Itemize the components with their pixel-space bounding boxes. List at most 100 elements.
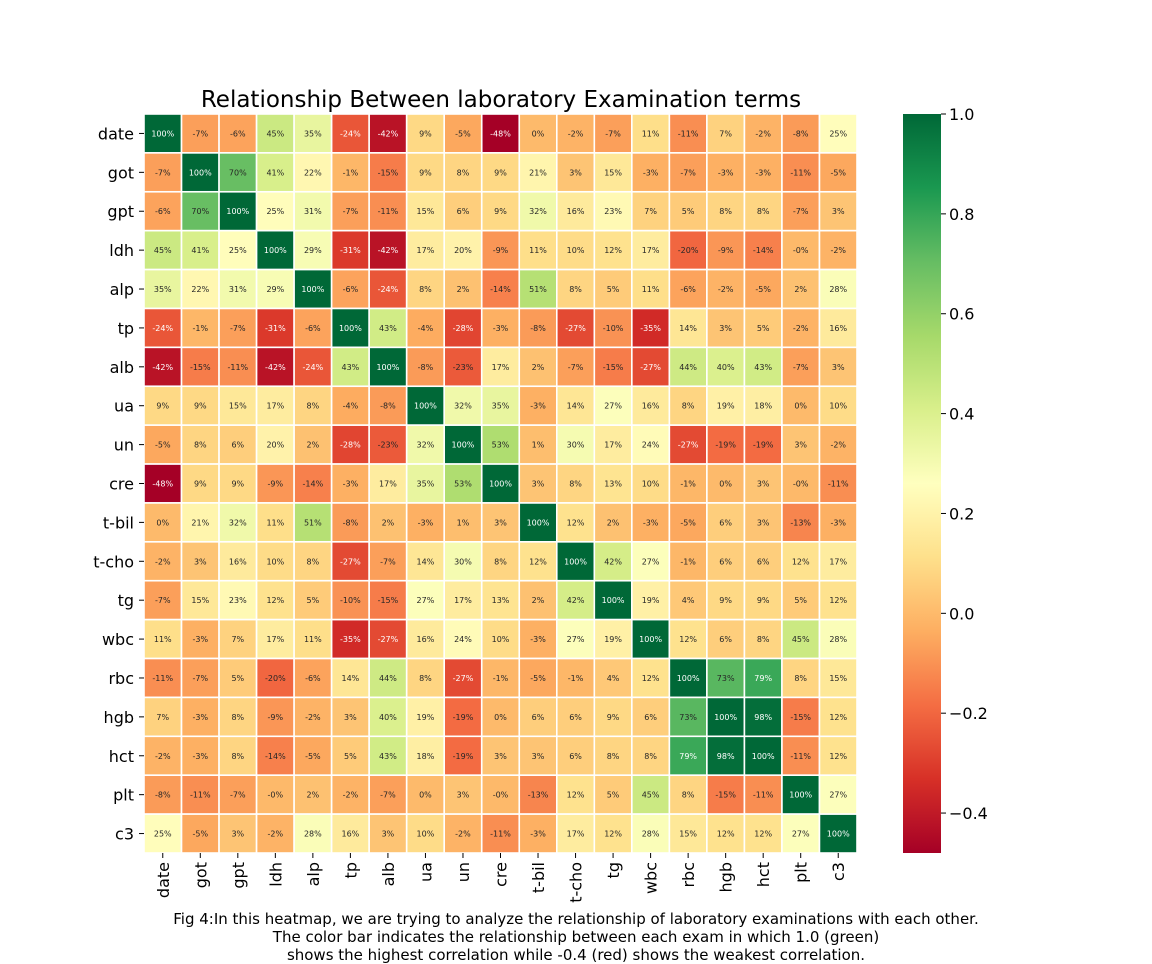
cell-value-label: -10% xyxy=(340,596,361,605)
cell-value-label: 10% xyxy=(266,557,284,566)
cell-value-label: 25% xyxy=(154,830,172,839)
cell-value-label: -4% xyxy=(343,402,359,411)
cell-value-label: 12% xyxy=(792,557,810,566)
heatmap-cell xyxy=(818,424,858,465)
cell-value-label: 43% xyxy=(341,363,359,372)
cell-value-label: 100% xyxy=(452,441,475,450)
cell-value-label: 10% xyxy=(567,246,585,255)
heatmap-cell xyxy=(706,463,746,504)
cell-value-label: -5% xyxy=(830,168,846,177)
heatmap-cell xyxy=(293,774,333,815)
heatmap-cell xyxy=(518,696,558,738)
heatmap-cell xyxy=(518,618,558,660)
cell-value-label: -15% xyxy=(190,363,211,372)
cell-value-label: 0% xyxy=(719,480,732,489)
cell-value-label: -6% xyxy=(305,324,321,333)
row-label: un xyxy=(114,436,134,455)
heatmap-cell xyxy=(818,618,858,660)
heatmap-cell xyxy=(631,696,671,738)
cell-value-label: 4% xyxy=(682,596,695,605)
cell-value-label: 7% xyxy=(719,129,732,138)
cell-value-label: 10% xyxy=(492,635,510,644)
cell-value-label: -7% xyxy=(680,168,696,177)
cell-value-label: -6% xyxy=(305,674,321,683)
heatmap-cell xyxy=(555,346,596,388)
heatmap-cell xyxy=(668,229,708,271)
cell-value-label: 12% xyxy=(567,518,585,527)
cell-value-label: -3% xyxy=(193,713,209,722)
cell-value-label: 12% xyxy=(754,830,772,839)
cell-value-label: 100% xyxy=(602,596,625,605)
cell-value-label: 15% xyxy=(604,168,622,177)
cell-value-label: -11% xyxy=(753,791,774,800)
cell-value-label: 11% xyxy=(304,635,322,644)
cell-value-label: -9% xyxy=(718,246,734,255)
heatmap-cell xyxy=(818,579,858,621)
heatmap-cell xyxy=(255,307,295,349)
cell-value-label: -9% xyxy=(268,480,284,489)
cell-value-label: -2% xyxy=(830,246,846,255)
cell-value-label: -3% xyxy=(193,752,209,761)
heatmap-cell xyxy=(631,385,671,426)
heatmap-cell xyxy=(555,113,596,154)
heatmap-cells: 100% -7% -6% 45% 35% -24% -42% 9% -5% -48% 0% -2% -7… xyxy=(143,113,858,854)
cell-value-label: 21% xyxy=(191,518,209,527)
heatmap-cell xyxy=(143,346,183,388)
cell-value-label: 31% xyxy=(229,285,247,294)
row-label: tg xyxy=(118,591,134,610)
cell-value-label: 45% xyxy=(266,129,284,138)
heatmap-cell xyxy=(443,502,483,543)
heatmap-cell xyxy=(781,152,821,193)
cell-value-label: 8% xyxy=(719,207,732,216)
heatmap-cell xyxy=(818,229,858,271)
column-label: t-bil xyxy=(529,862,548,893)
cell-value-label: -48% xyxy=(490,129,511,138)
heatmap-cell xyxy=(180,618,220,660)
column-label: hgb xyxy=(717,862,736,892)
cell-value-label: -6% xyxy=(155,207,171,216)
cell-value-label: 7% xyxy=(156,713,169,722)
heatmap-cell xyxy=(555,813,596,854)
heatmap-cell xyxy=(781,579,821,621)
cell-value-label: 42% xyxy=(604,557,622,566)
figure-caption: Fig 4:In this heatmap, we are trying to … xyxy=(76,910,1076,964)
cell-value-label: 6% xyxy=(569,752,582,761)
cell-value-label: 3% xyxy=(757,480,770,489)
heatmap-cell xyxy=(593,307,633,349)
row-label: rbc xyxy=(108,669,134,688)
cell-value-label: 100% xyxy=(189,168,212,177)
heatmap-cell xyxy=(405,307,446,349)
cell-value-label: -28% xyxy=(340,441,361,450)
cell-value-label: 8% xyxy=(457,168,470,177)
cell-value-label: 100% xyxy=(489,480,512,489)
column-label: c3 xyxy=(829,862,848,881)
cell-value-label: 3% xyxy=(532,752,545,761)
cell-value-label: 15% xyxy=(679,830,697,839)
caption-line-3: shows the highest correlation while -0.4… xyxy=(286,946,866,964)
cell-value-label: 2% xyxy=(532,363,545,372)
cell-value-label: -15% xyxy=(603,363,624,372)
cell-value-label: 27% xyxy=(792,830,810,839)
cell-value-label: -20% xyxy=(265,674,286,683)
heatmap-chart: Relationship Between laboratory Examinat… xyxy=(93,87,988,903)
column-label: wbc xyxy=(642,862,661,894)
heatmap-cell xyxy=(555,152,596,193)
cell-value-label: 19% xyxy=(417,713,435,722)
cell-value-label: 24% xyxy=(642,441,660,450)
cell-value-label: -11% xyxy=(790,752,811,761)
cell-value-label: 73% xyxy=(717,674,735,683)
column-label: tp xyxy=(341,862,360,878)
cell-value-label: 27% xyxy=(604,402,622,411)
cell-value-label: 2% xyxy=(794,285,807,294)
cell-value-label: 100% xyxy=(714,713,737,722)
cell-value-label: -8% xyxy=(530,324,546,333)
column-labels: date got gpt ldh alp tp alb ua un cre t-bil t-cho tg… xyxy=(154,853,848,903)
row-label: c3 xyxy=(115,825,134,844)
cell-value-label: -48% xyxy=(152,480,173,489)
cell-value-label: 18% xyxy=(754,402,772,411)
cell-value-label: 25% xyxy=(229,246,247,255)
cell-value-label: 8% xyxy=(757,635,770,644)
heatmap-cell xyxy=(818,735,858,777)
heatmap-cell xyxy=(743,463,783,504)
cell-value-label: -5% xyxy=(530,674,546,683)
